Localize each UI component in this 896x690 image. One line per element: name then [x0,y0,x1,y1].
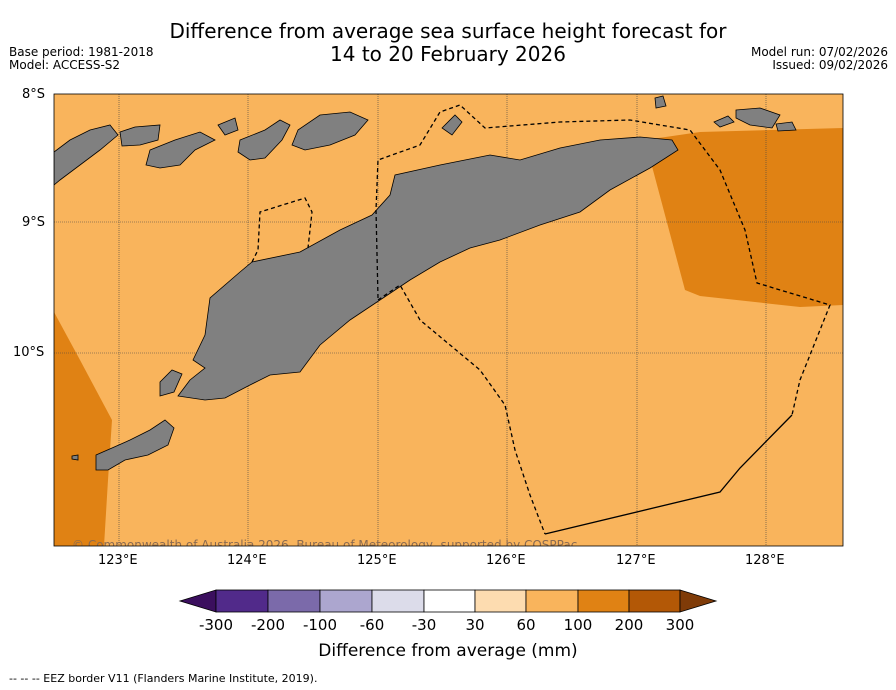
lon-label-127e: 127°E [616,553,656,568]
ndana-island [71,454,79,461]
leti-island [713,115,735,128]
moa-island [735,107,781,129]
lon-label-126e: 126°E [486,553,526,568]
colorbar-tick: -60 [359,616,385,634]
colorbar-label: Difference from average (mm) [318,641,578,661]
model-run: Model run: 07/02/2026 [750,45,888,59]
anomaly-region-southwest [54,312,112,546]
colorbar-bin-2 [267,589,321,613]
pantar-island [217,117,239,136]
colorbar-tick: -200 [250,616,286,634]
colorbar-max-triangle [679,589,718,613]
atauro-island [441,114,463,136]
alor-island [237,119,291,161]
title-line-1: Difference from average sea surface heig… [169,19,727,43]
colorbar-bin-8 [577,589,630,613]
colorbar-bin-1 [215,589,269,613]
adonara-island [119,124,161,147]
lat-label-8s: 8°S [22,87,46,102]
meta-right: Model run: 07/02/2026 Issued: 09/02/2026 [751,46,888,72]
colorbar-min-triangle [178,589,217,613]
map-frame [53,93,844,547]
eez-border-solid [544,414,793,535]
colorbar-bin-4 [371,589,425,613]
meta-left: Base period: 1981-2018 Model: ACCESS-S2 [9,46,154,72]
chart-title: Difference from average sea surface heig… [0,20,896,66]
colorbar-bin-5 [423,589,476,613]
colorbar-tick: -30 [411,616,437,634]
colorbar-tick: 30 [465,616,485,634]
issued-date: Issued: 09/02/2026 [772,58,888,72]
lon-label-124e: 124°E [227,553,267,568]
colorbar-tick: -300 [198,616,234,634]
credit-text: © Commonwealth of Australia 2026, Bureau… [72,538,577,552]
kisar-island [654,95,667,109]
lon-label-125e: 125°E [357,553,397,568]
colorbar-bin-9 [628,589,681,613]
timor-island [177,136,679,401]
anomaly-region-east [645,128,843,307]
lon-label-128e: 128°E [745,553,785,568]
colorbar-tick: 200 [614,616,644,634]
lat-label-10s: 10°S [13,345,45,360]
eez-border [251,104,831,535]
colorbar-tick: 100 [563,616,593,634]
colorbar-tick: -100 [302,616,338,634]
lembata-island [145,131,216,169]
title-line-2: 14 to 20 February 2026 [330,42,566,66]
semau-island [159,369,183,397]
base-period: Base period: 1981-2018 [9,45,154,59]
colorbar-bin-3 [319,589,373,613]
land [54,95,797,471]
model-name: Model: ACCESS-S2 [9,58,121,72]
colorbar-bin-7 [525,589,579,613]
lon-label-123e: 123°E [98,553,138,568]
lakor-island [775,121,797,132]
colorbar-tick: 60 [516,616,536,634]
eez-legend: -- -- -- EEZ border V11 (Flanders Marine… [9,672,318,685]
colorbar-tick: 300 [665,616,695,634]
wetar-island [291,111,369,151]
colorbar-bin-6 [474,589,527,613]
rote-island [95,419,175,471]
lat-label-9s: 9°S [22,215,46,230]
colorbar [178,589,718,613]
flores-east-island [54,124,119,186]
